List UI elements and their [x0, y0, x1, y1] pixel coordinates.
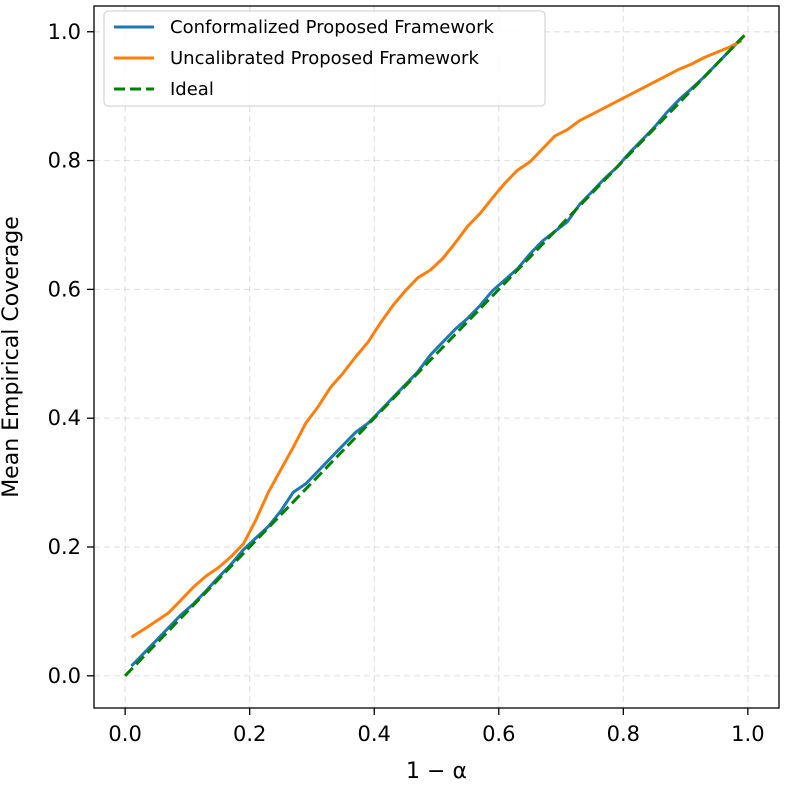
- x-tick-label-3: 0.6: [482, 722, 515, 746]
- legend: Conformalized Proposed Framework Uncalibr…: [103, 10, 546, 107]
- y-tick-label-3: 0.6: [48, 277, 81, 301]
- legend-box: [103, 10, 546, 107]
- x-tick-label-4: 0.8: [607, 722, 640, 746]
- y-tick-label-2: 0.4: [48, 406, 81, 430]
- x-axis-label: 1 − α: [406, 759, 467, 784]
- axis-ticks: 0.0 0.2 0.4 0.6 0.8 1.0 0.0 0.2 0.4 0.6 0.8 1.0: [48, 20, 765, 746]
- x-tick-label-1: 0.2: [233, 722, 266, 746]
- grid: [94, 6, 779, 708]
- legend-label-0: Conformalized Proposed Framework: [170, 17, 494, 38]
- series-line-2: [124, 30, 749, 677]
- x-tick-label-5: 1.0: [731, 722, 764, 746]
- y-tick-label-0: 0.0: [48, 664, 81, 688]
- y-tick-label-1: 0.2: [48, 535, 81, 559]
- y-axis-label: Mean Empirical Coverage: [0, 216, 24, 498]
- y-tick-label-5: 1.0: [48, 20, 81, 44]
- legend-label-1: Uncalibrated Proposed Framework: [170, 48, 479, 69]
- legend-label-2: Ideal: [170, 79, 214, 100]
- series-lines: [124, 30, 749, 677]
- plot-frame: [93, 5, 780, 709]
- x-tick-label-0: 0.0: [108, 722, 141, 746]
- y-tick-label-4: 0.8: [48, 149, 81, 173]
- series-line-1: [130, 39, 743, 639]
- x-tick-label-2: 0.4: [358, 722, 391, 746]
